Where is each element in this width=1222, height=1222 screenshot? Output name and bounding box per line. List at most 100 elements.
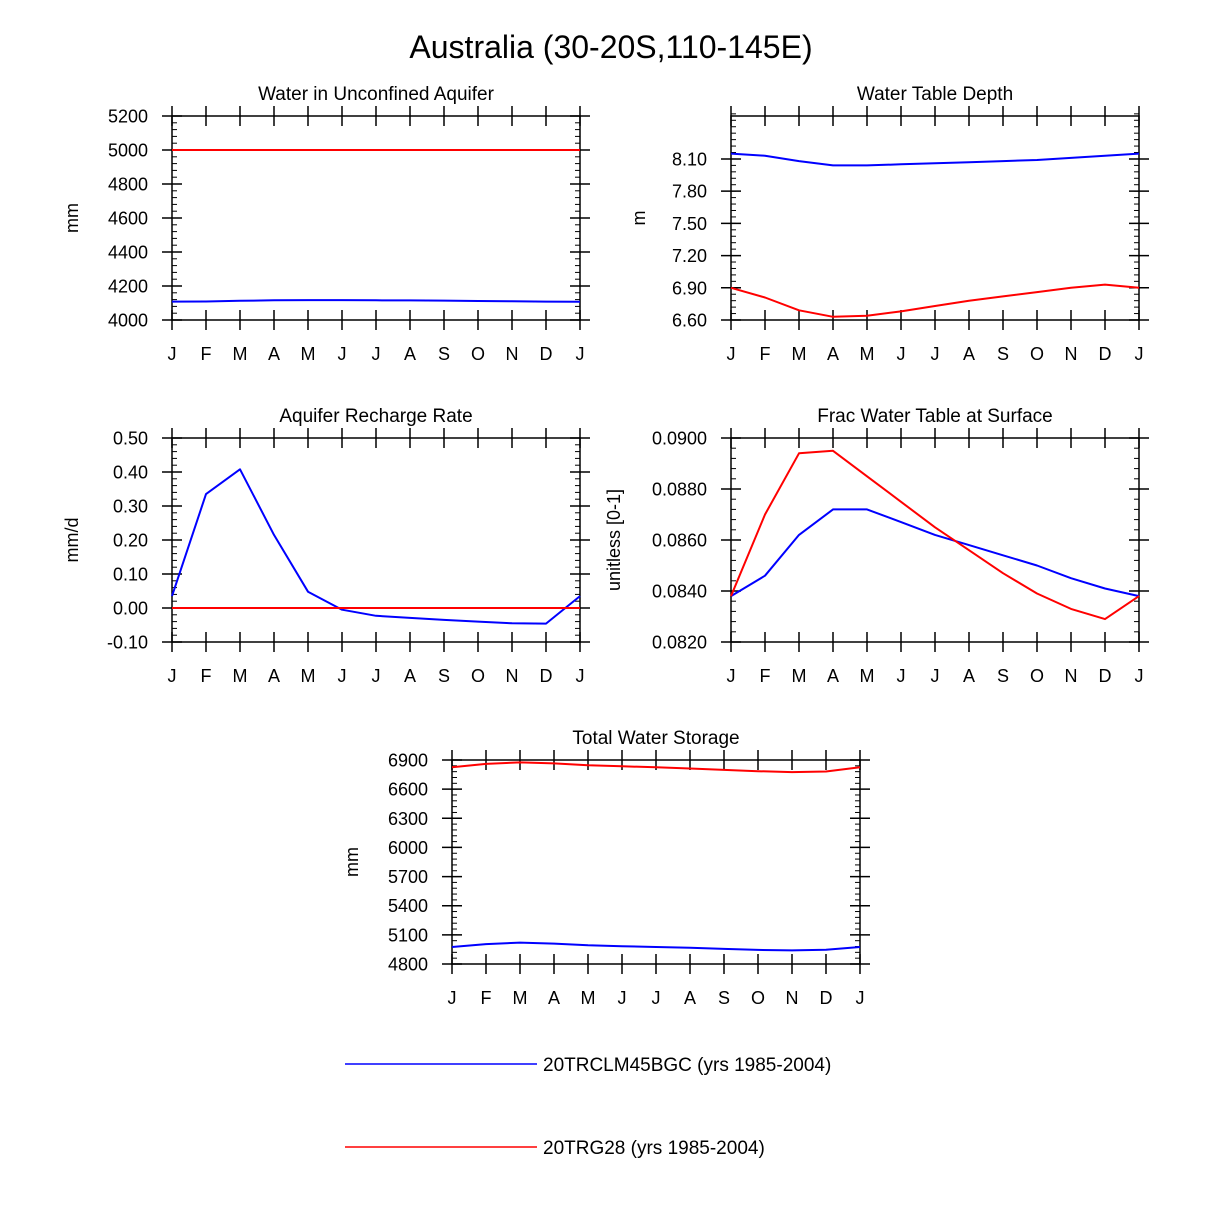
x-tick-label: A: [268, 666, 280, 686]
x-tick-label: F: [760, 344, 771, 364]
y-axis-label: m: [629, 211, 649, 226]
x-tick-label: S: [997, 344, 1009, 364]
series-line-blue: [730, 508, 1140, 598]
y-tick-label: 5700: [388, 867, 428, 887]
x-tick-label: O: [1030, 666, 1044, 686]
y-tick-label: 0.0840: [652, 582, 707, 602]
x-tick-label: N: [786, 988, 799, 1008]
x-tick-label: M: [233, 344, 248, 364]
x-tick-label: M: [513, 988, 528, 1008]
plot-frame: [171, 437, 581, 643]
x-tick-label: J: [372, 666, 381, 686]
y-tick-label: 0.0860: [652, 531, 707, 551]
x-tick-label: M: [860, 666, 875, 686]
x-tick-label: J: [448, 988, 457, 1008]
y-axis-label: mm/d: [62, 518, 82, 563]
x-tick-label: N: [506, 666, 519, 686]
y-tick-label: 0.30: [113, 497, 148, 517]
y-axis-label: unitless [0-1]: [604, 489, 624, 591]
panel-total-water-storage: Total Water Storage mm 4800 5100 5400 5700 600…: [342, 728, 870, 1008]
legend-label-red: 20TRG28 (yrs 1985-2004): [543, 1138, 765, 1159]
y-tick-label: 4600: [108, 209, 148, 229]
x-tick-label: J: [576, 666, 585, 686]
x-tick-label: O: [1030, 344, 1044, 364]
y-tick-label: 0.0820: [652, 633, 707, 653]
x-tick-label: A: [268, 344, 280, 364]
panel-title: Aquifer Recharge Rate: [279, 406, 472, 427]
x-tick-label: O: [751, 988, 765, 1008]
x-tick-label: S: [718, 988, 730, 1008]
series-line-red: [730, 449, 1140, 621]
x-tick-label: D: [820, 988, 833, 1008]
panel-water-in-unconfined-aquifer: Water in Unconfined Aquifer mm 4000 4200 440…: [62, 84, 590, 364]
x-tick-label: J: [168, 666, 177, 686]
x-tick-label: M: [233, 666, 248, 686]
x-tick-label: A: [963, 344, 975, 364]
plot-frame: [451, 759, 861, 965]
x-tick-label: S: [438, 344, 450, 364]
x-tick-label: F: [481, 988, 492, 1008]
panel-title: Water Table Depth: [857, 84, 1013, 105]
series-line-blue: [171, 299, 581, 303]
series-line-blue: [171, 468, 581, 625]
x-tick-label: S: [438, 666, 450, 686]
panel-title: Frac Water Table at Surface: [817, 406, 1053, 427]
y-tick-label: 8.10: [672, 149, 707, 169]
x-tick-label: A: [827, 666, 839, 686]
y-tick-label: 0.40: [113, 463, 148, 483]
x-tick-label: A: [684, 988, 696, 1008]
y-tick-label: 4400: [108, 243, 148, 263]
y-axis-label: mm: [342, 847, 362, 877]
y-tick-label: 4200: [108, 277, 148, 297]
y-tick-label: -0.10: [107, 633, 148, 653]
plot-frame: [730, 115, 1140, 321]
series-line-red: [451, 761, 861, 774]
x-tick-label: S: [997, 666, 1009, 686]
figure-title: Australia (30-20S,110-145E): [409, 29, 812, 65]
x-tick-label: D: [1099, 344, 1112, 364]
x-tick-label: J: [652, 988, 661, 1008]
y-tick-label: 0.00: [113, 599, 148, 619]
y-tick-label: 5100: [388, 925, 428, 945]
x-tick-label: M: [792, 344, 807, 364]
panel-aquifer-recharge-rate: Aquifer Recharge Rate mm/d -0.10 0.00 0.10 0.…: [62, 406, 590, 686]
x-tick-label: O: [471, 666, 485, 686]
series-line-blue: [451, 941, 861, 952]
x-tick-label: J: [897, 344, 906, 364]
x-tick-label: J: [931, 344, 940, 364]
y-tick-label: 4800: [388, 955, 428, 975]
x-tick-label: N: [506, 344, 519, 364]
y-tick-label: 5200: [108, 107, 148, 127]
y-tick-label: 6300: [388, 809, 428, 829]
x-tick-label: M: [301, 344, 316, 364]
x-tick-label: D: [1099, 666, 1112, 686]
x-tick-label: J: [931, 666, 940, 686]
y-tick-label: 5400: [388, 896, 428, 916]
legend: 20TRCLM45BGC (yrs 1985-2004) 20TRG28 (yr…: [345, 1055, 831, 1159]
x-tick-label: J: [1135, 666, 1144, 686]
y-tick-label: 6600: [388, 780, 428, 800]
x-tick-label: D: [540, 666, 553, 686]
x-tick-label: F: [201, 344, 212, 364]
y-tick-label: 7.20: [672, 246, 707, 266]
series-line-blue: [730, 152, 1140, 167]
y-tick-label: 6900: [388, 751, 428, 771]
y-tick-label: 0.50: [113, 429, 148, 449]
y-tick-label: 7.50: [672, 214, 707, 234]
x-tick-label: J: [727, 344, 736, 364]
x-tick-label: J: [372, 344, 381, 364]
panel-title: Water in Unconfined Aquifer: [258, 84, 495, 105]
y-tick-label: 4800: [108, 175, 148, 195]
x-tick-label: J: [618, 988, 627, 1008]
x-tick-label: J: [897, 666, 906, 686]
series-line-red: [730, 283, 1140, 318]
x-tick-label: O: [471, 344, 485, 364]
y-tick-label: 4000: [108, 311, 148, 331]
y-tick-label: 6000: [388, 838, 428, 858]
y-tick-label: 0.20: [113, 531, 148, 551]
x-tick-label: F: [201, 666, 212, 686]
x-tick-label: D: [540, 344, 553, 364]
y-tick-label: 5000: [108, 141, 148, 161]
x-tick-label: M: [581, 988, 596, 1008]
